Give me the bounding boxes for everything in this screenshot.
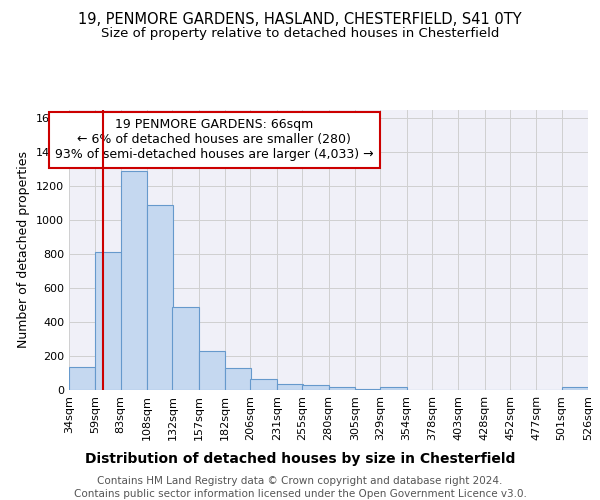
- Text: Contains public sector information licensed under the Open Government Licence v3: Contains public sector information licen…: [74, 489, 526, 499]
- Bar: [277, 384, 303, 390]
- Bar: [250, 379, 277, 390]
- Text: Size of property relative to detached houses in Chesterfield: Size of property relative to detached ho…: [101, 28, 499, 40]
- Bar: [302, 386, 329, 390]
- Bar: [355, 389, 381, 390]
- Bar: [562, 387, 588, 390]
- Y-axis label: Number of detached properties: Number of detached properties: [17, 152, 31, 348]
- Bar: [147, 205, 173, 390]
- Bar: [199, 351, 225, 390]
- Bar: [380, 387, 407, 390]
- Bar: [225, 368, 251, 390]
- Text: Contains HM Land Registry data © Crown copyright and database right 2024.: Contains HM Land Registry data © Crown c…: [97, 476, 503, 486]
- Bar: [121, 171, 147, 390]
- Text: Distribution of detached houses by size in Chesterfield: Distribution of detached houses by size …: [85, 452, 515, 466]
- Bar: [172, 307, 199, 390]
- Text: 19, PENMORE GARDENS, HASLAND, CHESTERFIELD, S41 0TY: 19, PENMORE GARDENS, HASLAND, CHESTERFIE…: [78, 12, 522, 28]
- Bar: [95, 252, 122, 390]
- Text: 19 PENMORE GARDENS: 66sqm
← 6% of detached houses are smaller (280)
93% of semi-: 19 PENMORE GARDENS: 66sqm ← 6% of detach…: [55, 118, 374, 162]
- Bar: [69, 367, 95, 390]
- Bar: [329, 388, 355, 390]
